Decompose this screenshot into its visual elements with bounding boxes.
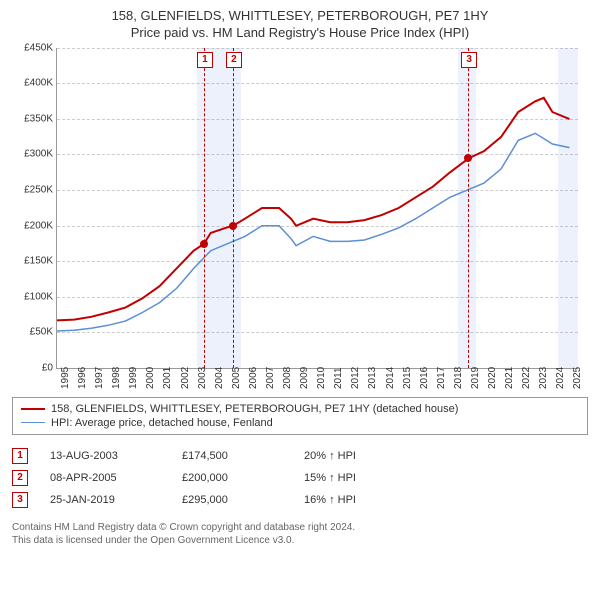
sales-table: 1 13-AUG-2003 £174,500 20% ↑ HPI 2 08-AP… bbox=[12, 445, 588, 511]
legend-row-2: HPI: Average price, detached house, Fenl… bbox=[21, 416, 579, 430]
sales-row-2: 2 08-APR-2005 £200,000 15% ↑ HPI bbox=[12, 467, 588, 489]
sales-marker-2: 2 bbox=[12, 470, 28, 486]
marker-dot bbox=[464, 154, 472, 162]
chart-lines-svg bbox=[57, 48, 578, 368]
marker-dot bbox=[200, 240, 208, 248]
marker-line bbox=[204, 48, 205, 368]
sales-marker-1: 1 bbox=[12, 448, 28, 464]
legend-swatch-2 bbox=[21, 422, 45, 423]
x-tick-label: 2008 bbox=[282, 367, 293, 389]
y-tick-label: £450K bbox=[13, 42, 53, 53]
x-tick-label: 2006 bbox=[248, 367, 259, 389]
sales-price-3: £295,000 bbox=[182, 494, 282, 506]
y-tick-label: £150K bbox=[13, 256, 53, 267]
marker-line bbox=[233, 48, 234, 368]
sales-date-2: 08-APR-2005 bbox=[50, 472, 160, 484]
y-tick-label: £350K bbox=[13, 113, 53, 124]
x-tick-label: 2024 bbox=[555, 367, 566, 389]
x-tick-label: 1998 bbox=[111, 367, 122, 389]
x-tick-label: 2013 bbox=[367, 367, 378, 389]
chart-title-line2: Price paid vs. HM Land Registry's House … bbox=[12, 25, 588, 42]
legend-label-2: HPI: Average price, detached house, Fenl… bbox=[51, 417, 273, 429]
x-tick-label: 2019 bbox=[470, 367, 481, 389]
x-tick-label: 2023 bbox=[538, 367, 549, 389]
x-tick-label: 2001 bbox=[162, 367, 173, 389]
chart-title-line1: 158, GLENFIELDS, WHITTLESEY, PETERBOROUG… bbox=[12, 8, 588, 25]
x-tick-label: 2002 bbox=[180, 367, 191, 389]
copyright-line2: This data is licensed under the Open Gov… bbox=[12, 534, 588, 547]
sales-row-1: 1 13-AUG-2003 £174,500 20% ↑ HPI bbox=[12, 445, 588, 467]
x-tick-label: 2012 bbox=[350, 367, 361, 389]
sales-row-3: 3 25-JAN-2019 £295,000 16% ↑ HPI bbox=[12, 489, 588, 511]
sales-price-2: £200,000 bbox=[182, 472, 282, 484]
legend-label-1: 158, GLENFIELDS, WHITTLESEY, PETERBOROUG… bbox=[51, 403, 458, 415]
legend-box: 158, GLENFIELDS, WHITTLESEY, PETERBOROUG… bbox=[12, 397, 588, 435]
y-tick-label: £0 bbox=[13, 362, 53, 373]
copyright-line1: Contains HM Land Registry data © Crown c… bbox=[12, 521, 588, 534]
series-price_paid bbox=[57, 98, 570, 321]
y-tick-label: £50K bbox=[13, 327, 53, 338]
x-tick-label: 1999 bbox=[128, 367, 139, 389]
x-tick-label: 2007 bbox=[265, 367, 276, 389]
y-tick-label: £100K bbox=[13, 291, 53, 302]
x-tick-label: 2017 bbox=[436, 367, 447, 389]
sales-date-1: 13-AUG-2003 bbox=[50, 450, 160, 462]
x-tick-label: 2025 bbox=[572, 367, 583, 389]
sales-delta-2: 15% ↑ HPI bbox=[304, 472, 356, 484]
copyright-block: Contains HM Land Registry data © Crown c… bbox=[12, 521, 588, 547]
x-tick-label: 2011 bbox=[333, 367, 344, 389]
legend-row-1: 158, GLENFIELDS, WHITTLESEY, PETERBOROUG… bbox=[21, 402, 579, 416]
sales-delta-3: 16% ↑ HPI bbox=[304, 494, 356, 506]
sales-date-3: 25-JAN-2019 bbox=[50, 494, 160, 506]
x-tick-label: 2009 bbox=[299, 367, 310, 389]
y-tick-label: £200K bbox=[13, 220, 53, 231]
x-tick-label: 2004 bbox=[214, 367, 225, 389]
x-tick-label: 1995 bbox=[60, 367, 71, 389]
x-tick-label: 2016 bbox=[419, 367, 430, 389]
y-tick-label: £300K bbox=[13, 149, 53, 160]
y-tick-label: £250K bbox=[13, 185, 53, 196]
series-hpi bbox=[57, 133, 570, 331]
marker-box: 1 bbox=[197, 52, 213, 68]
marker-line bbox=[468, 48, 469, 368]
x-tick-label: 1996 bbox=[77, 367, 88, 389]
chart-plot-area: £0£50K£100K£150K£200K£250K£300K£350K£400… bbox=[56, 48, 578, 369]
legend-swatch-1 bbox=[21, 408, 45, 410]
marker-box: 3 bbox=[461, 52, 477, 68]
y-tick-label: £400K bbox=[13, 78, 53, 89]
x-tick-label: 2018 bbox=[453, 367, 464, 389]
chart-container: 158, GLENFIELDS, WHITTLESEY, PETERBOROUG… bbox=[0, 0, 600, 555]
x-tick-label: 2005 bbox=[231, 367, 242, 389]
x-tick-label: 2020 bbox=[487, 367, 498, 389]
sales-price-1: £174,500 bbox=[182, 450, 282, 462]
x-tick-label: 2003 bbox=[197, 367, 208, 389]
x-tick-label: 2014 bbox=[385, 367, 396, 389]
x-tick-label: 1997 bbox=[94, 367, 105, 389]
marker-dot bbox=[229, 222, 237, 230]
x-tick-label: 2010 bbox=[316, 367, 327, 389]
sales-marker-3: 3 bbox=[12, 492, 28, 508]
sales-delta-1: 20% ↑ HPI bbox=[304, 450, 356, 462]
x-tick-label: 2021 bbox=[504, 367, 515, 389]
marker-box: 2 bbox=[226, 52, 242, 68]
x-tick-label: 2000 bbox=[145, 367, 156, 389]
x-tick-label: 2022 bbox=[521, 367, 532, 389]
x-tick-label: 2015 bbox=[402, 367, 413, 389]
